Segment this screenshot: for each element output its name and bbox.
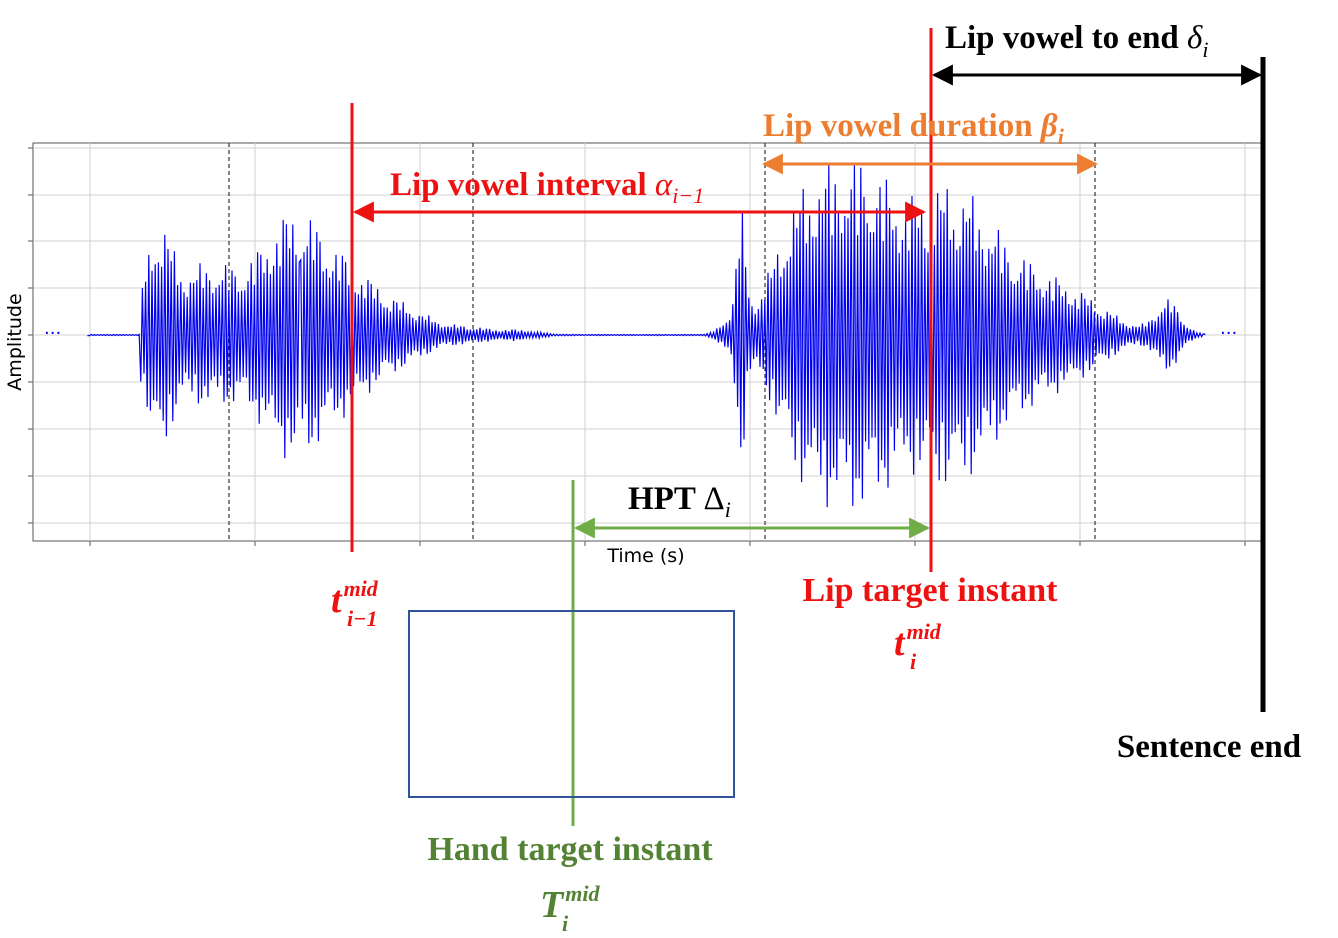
ellipsis-right: ··· <box>1220 323 1237 344</box>
y-axis-label: Amplitude <box>4 293 26 390</box>
hand-image-box <box>408 610 735 798</box>
T-i-label: Tmid i <box>540 881 600 936</box>
t-i-label: tmid i <box>894 619 942 674</box>
hpt-label: HPT Δi <box>628 481 731 522</box>
t-prev-label: tmid i−1 <box>331 576 379 631</box>
lip-vowel-interval-label: Lip vowel interval αi−1 <box>390 167 704 208</box>
lip-target-instant-label: Lip target instant <box>803 572 1059 609</box>
plot-area: ··· ··· Amplitude Time (s) <box>4 142 1264 567</box>
lip-vowel-duration-label: Lip vowel duration βi <box>763 108 1065 149</box>
sentence-end-label: Sentence end <box>1117 729 1301 765</box>
x-axis-label: Time (s) <box>606 545 684 567</box>
hand-target-instant-label: Hand target instant <box>427 831 713 868</box>
ellipsis-left: ··· <box>44 323 61 344</box>
lip-vowel-to-end-label: Lip vowel to end δi <box>945 20 1209 62</box>
waveform <box>87 163 1206 508</box>
